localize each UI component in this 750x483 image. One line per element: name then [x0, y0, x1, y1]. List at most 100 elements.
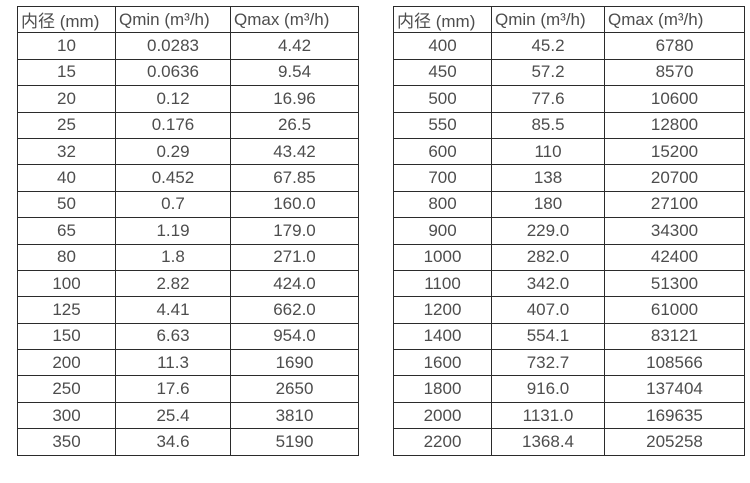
- table-cell-qmin: 2.82: [115, 269, 231, 298]
- table-cell-qmin: 17.6: [115, 375, 231, 403]
- table-cell-qmax: 1690: [230, 349, 359, 377]
- table-cell-qmax: 10600: [604, 85, 745, 113]
- table-cell-qmin: 45.2: [491, 32, 605, 60]
- table-cell-diameter: 250: [17, 375, 116, 403]
- table-cell-qmin: 282.0: [491, 243, 605, 271]
- table-row: 32 0.29 43.42: [17, 137, 359, 166]
- table-cell-qmax: 179.0: [230, 217, 359, 245]
- table-row: 20 0.12 16.96: [17, 85, 359, 113]
- table-cell-diameter: 800: [393, 190, 492, 219]
- table-cell-diameter: 600: [393, 137, 492, 166]
- table-cell-qmin: 0.29: [115, 137, 231, 166]
- table-cell-diameter: 1100: [393, 269, 492, 298]
- table-cell-diameter: 400: [393, 32, 492, 60]
- table-cell-diameter: 150: [17, 322, 116, 351]
- table-cell-diameter: 200: [17, 349, 116, 377]
- table-cell-diameter: 900: [393, 217, 492, 245]
- table-cell-qmin: 916.0: [491, 375, 605, 403]
- table-cell-qmax: 954.0: [230, 322, 359, 351]
- table-cell-qmin: 1.8: [115, 243, 231, 271]
- table-cell-diameter: 40: [17, 164, 116, 192]
- table-cell-qmin: 229.0: [491, 217, 605, 245]
- table-row: 10 0.0283 4.42: [17, 32, 359, 60]
- column-header-qmin: Qmin (m³/h): [491, 5, 605, 34]
- table-cell-qmax: 9.54: [230, 58, 359, 87]
- table-cell-diameter: 10: [17, 32, 116, 60]
- table-cell-qmin: 732.7: [491, 349, 605, 377]
- table-row: 40 0.452 67.85: [17, 164, 359, 192]
- table-row: 1800 916.0 137404: [393, 375, 745, 403]
- table-row: 350 34.6 5190: [17, 428, 359, 456]
- table-cell-diameter: 100: [17, 269, 116, 298]
- table-cell-qmax: 61000: [604, 296, 745, 324]
- table-cell-qmin: 0.7: [115, 190, 231, 219]
- table-row: 1000 282.0 42400: [393, 243, 745, 271]
- table-cell-qmax: 8570: [604, 58, 745, 87]
- table-cell-qmax: 42400: [604, 243, 745, 271]
- table-row: 25 0.176 26.5: [17, 111, 359, 139]
- table-cell-qmax: 15200: [604, 137, 745, 166]
- table-row: 100 2.82 424.0: [17, 269, 359, 298]
- table-cell-diameter: 2200: [393, 428, 492, 456]
- table-row: 2200 1368.4 205258: [393, 428, 745, 456]
- table-cell-qmin: 57.2: [491, 58, 605, 87]
- column-header-qmax: Qmax (m³/h): [604, 5, 745, 34]
- table-cell-qmax: 424.0: [230, 269, 359, 298]
- table-row: 300 25.4 3810: [17, 401, 359, 430]
- table-row: 800 180 27100: [393, 190, 745, 219]
- table-row: 200 11.3 1690: [17, 349, 359, 377]
- table-row: 400 45.2 6780: [393, 32, 745, 60]
- table-cell-diameter: 1600: [393, 349, 492, 377]
- table-row: 500 77.6 10600: [393, 85, 745, 113]
- table-cell-diameter: 15: [17, 58, 116, 87]
- table-cell-qmax: 137404: [604, 375, 745, 403]
- table-cell-qmax: 662.0: [230, 296, 359, 324]
- table-cell-qmax: 6780: [604, 32, 745, 60]
- table-cell-qmin: 138: [491, 164, 605, 192]
- table-cell-qmin: 0.12: [115, 85, 231, 113]
- table-row: 1200 407.0 61000: [393, 296, 745, 324]
- table-cell-qmax: 34300: [604, 217, 745, 245]
- table-row: 15 0.0636 9.54: [17, 58, 359, 87]
- table-cell-qmax: 12800: [604, 111, 745, 139]
- table-cell-qmin: 407.0: [491, 296, 605, 324]
- table-cell-diameter: 80: [17, 243, 116, 271]
- table-cell-qmin: 77.6: [491, 85, 605, 113]
- table-cell-qmin: 0.452: [115, 164, 231, 192]
- column-header-diameter: 内径 (mm): [393, 5, 492, 34]
- table-cell-qmin: 34.6: [115, 428, 231, 456]
- table-cell-diameter: 2000: [393, 401, 492, 430]
- table-cell-diameter: 1800: [393, 375, 492, 403]
- table-cell-qmax: 205258: [604, 428, 745, 456]
- table-row: 250 17.6 2650: [17, 375, 359, 403]
- flow-table-small-diameters: 内径 (mm) Qmin (m³/h) Qmax (m³/h) 10 0.0283 4.4…: [17, 5, 359, 456]
- table-row: 50 0.7 160.0: [17, 190, 359, 219]
- table-cell-qmin: 1131.0: [491, 401, 605, 430]
- table-row: 700 138 20700: [393, 164, 745, 192]
- table-cell-qmin: 342.0: [491, 269, 605, 298]
- table-cell-qmin: 11.3: [115, 349, 231, 377]
- column-header-diameter: 内径 (mm): [17, 5, 116, 34]
- table-cell-qmax: 83121: [604, 322, 745, 351]
- table-cell-qmax: 3810: [230, 401, 359, 430]
- table-row: 2000 1131.0 169635: [393, 401, 745, 430]
- header-row: 内径 (mm) Qmin (m³/h) Qmax (m³/h): [17, 5, 359, 34]
- table-cell-diameter: 450: [393, 58, 492, 87]
- table-cell-diameter: 25: [17, 111, 116, 139]
- table-row: 125 4.41 662.0: [17, 296, 359, 324]
- table-cell-qmin: 4.41: [115, 296, 231, 324]
- header-row: 内径 (mm) Qmin (m³/h) Qmax (m³/h): [393, 5, 745, 34]
- table-cell-diameter: 1000: [393, 243, 492, 271]
- table-row: 550 85.5 12800: [393, 111, 745, 139]
- table-cell-diameter: 1200: [393, 296, 492, 324]
- table-cell-diameter: 50: [17, 190, 116, 219]
- table-row: 450 57.2 8570: [393, 58, 745, 87]
- table-cell-qmin: 554.1: [491, 322, 605, 351]
- table-cell-qmax: 51300: [604, 269, 745, 298]
- table-row: 900 229.0 34300: [393, 217, 745, 245]
- table-cell-qmin: 85.5: [491, 111, 605, 139]
- table-row: 1600 732.7 108566: [393, 349, 745, 377]
- table-cell-qmax: 20700: [604, 164, 745, 192]
- table-cell-diameter: 700: [393, 164, 492, 192]
- table-cell-diameter: 500: [393, 85, 492, 113]
